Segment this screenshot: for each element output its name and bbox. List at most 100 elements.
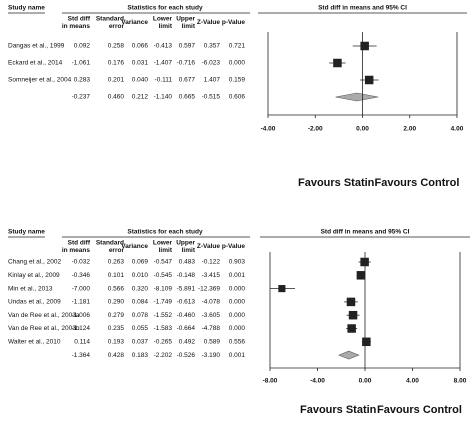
- column-header: Z-Value: [197, 19, 221, 26]
- study-name: Dangas et al., 1999: [8, 43, 65, 50]
- stat-cell: -1.140: [154, 94, 173, 101]
- column-header: Standard error: [96, 239, 125, 254]
- left-label: Favours Statin: [298, 177, 375, 189]
- study-name: Kinlay et al., 2009: [8, 272, 60, 279]
- stat-cell: 0.283: [74, 77, 91, 84]
- right-label: Favours Control: [375, 177, 460, 189]
- stat-cell: -0.148: [177, 272, 196, 279]
- column-header: Upper limit: [176, 239, 196, 254]
- stat-cell: -0.545: [154, 272, 173, 279]
- stat-cell: 0.320: [132, 285, 149, 292]
- column-header: Variance: [121, 243, 148, 250]
- effect-square: [346, 297, 356, 307]
- effect-square: [347, 324, 356, 333]
- stats-header: Statistics for each study: [127, 5, 203, 12]
- stat-cell: 0.258: [108, 43, 125, 50]
- stat-cell: 0.492: [179, 339, 196, 346]
- stat-cell: 0.428: [108, 352, 125, 359]
- x-tick-label: 0.00: [359, 378, 372, 385]
- stat-cell: 0.263: [108, 259, 125, 266]
- stat-cell: 0.001: [229, 272, 246, 279]
- study-name: Walter et al., 2010: [8, 339, 61, 346]
- stat-cell: -1.364: [72, 352, 91, 359]
- column-header: Variance: [121, 19, 148, 26]
- stat-cell: 0.084: [132, 299, 149, 306]
- stat-cell: -5.891: [177, 285, 196, 292]
- effect-square: [333, 58, 342, 68]
- stat-cell: 0.031: [132, 60, 149, 67]
- stat-cell: 0.483: [179, 259, 196, 266]
- effect-square: [348, 310, 358, 320]
- stat-cell: -4.078: [202, 299, 221, 306]
- stat-cell: -0.346: [72, 272, 91, 279]
- effect-square: [362, 337, 371, 347]
- stat-cell: -1.407: [154, 60, 173, 67]
- study-name: Undas et al., 2009: [8, 299, 61, 306]
- stat-cell: 0.101: [108, 272, 125, 279]
- stat-cell: 0.193: [108, 339, 125, 346]
- stat-cell: 0.066: [132, 43, 149, 50]
- stat-cell: 1.407: [204, 77, 221, 84]
- stat-cell: -2.202: [154, 352, 173, 359]
- left-label: Favours Statin: [300, 404, 377, 416]
- stat-cell: -1.061: [72, 60, 91, 67]
- study-name: Somneijer et al., 2004: [8, 77, 72, 84]
- stat-cell: 0.000: [229, 60, 246, 67]
- stat-cell: 0.665: [179, 94, 196, 101]
- stat-cell: -1.552: [154, 312, 173, 319]
- x-tick-label: 4.00: [406, 378, 419, 385]
- column-header: Lower limit: [153, 15, 173, 30]
- stat-cell: 0.597: [179, 43, 196, 50]
- stat-cell: -0.716: [177, 60, 196, 67]
- stat-cell: 0.114: [74, 339, 90, 346]
- plot-header: Std diff in means and 95% CI: [321, 229, 410, 236]
- stat-cell: 0.279: [108, 312, 125, 319]
- stat-cell: 0.212: [132, 94, 149, 101]
- x-tick-label: -8.00: [263, 378, 278, 385]
- column-header: Std diff in means: [62, 239, 91, 254]
- stat-cell: -0.122: [202, 259, 221, 266]
- x-tick-label: -2.00: [308, 126, 323, 133]
- x-tick-label: -4.00: [261, 126, 276, 133]
- stat-cell: 0.566: [108, 285, 125, 292]
- stat-cell: -0.547: [154, 259, 173, 266]
- stat-cell: -3.415: [202, 272, 221, 279]
- right-label: Favours Control: [377, 404, 462, 416]
- effect-square: [356, 271, 366, 280]
- summary-diamond: [335, 92, 379, 102]
- stat-cell: 0.069: [132, 259, 149, 266]
- stat-cell: 0.721: [229, 43, 246, 50]
- stat-cell: -0.460: [177, 312, 196, 319]
- study-name: Eckard et al., 2014: [8, 60, 63, 67]
- study-header: Study name: [8, 229, 45, 236]
- study-header: Study name: [8, 5, 45, 12]
- stat-cell: -0.111: [155, 77, 173, 84]
- stat-cell: 0.159: [229, 77, 246, 84]
- summary-diamond: [338, 350, 360, 360]
- stat-cell: 0.000: [229, 299, 246, 306]
- stat-cell: -3.605: [202, 312, 221, 319]
- effect-square: [278, 285, 286, 293]
- stat-cell: 0.000: [229, 325, 246, 332]
- stat-cell: -0.265: [154, 339, 173, 346]
- stat-cell: -12.369: [198, 285, 220, 292]
- column-header: Std diff in means: [62, 15, 91, 30]
- effect-square: [360, 41, 369, 51]
- stat-cell: -0.237: [72, 94, 91, 101]
- column-header: Upper limit: [176, 15, 196, 30]
- stat-cell: -6.023: [202, 60, 221, 67]
- stat-cell: 0.040: [132, 77, 149, 84]
- stat-cell: 0.000: [229, 285, 246, 292]
- study-name: Min et al., 2013: [8, 285, 53, 292]
- x-tick-label: 8.00: [454, 378, 467, 385]
- column-header: p-Value: [222, 243, 246, 250]
- stat-cell: -3.190: [202, 352, 221, 359]
- stats-header: Statistics for each study: [127, 229, 203, 236]
- stat-cell: 0.010: [132, 272, 149, 279]
- stat-cell: 0.290: [108, 299, 125, 306]
- study-name: Van de Ree et al., 2003b: [8, 325, 80, 332]
- column-header: Z-Value: [197, 243, 221, 250]
- stat-cell: 0.589: [204, 339, 221, 346]
- x-tick-label: 2.00: [403, 126, 416, 133]
